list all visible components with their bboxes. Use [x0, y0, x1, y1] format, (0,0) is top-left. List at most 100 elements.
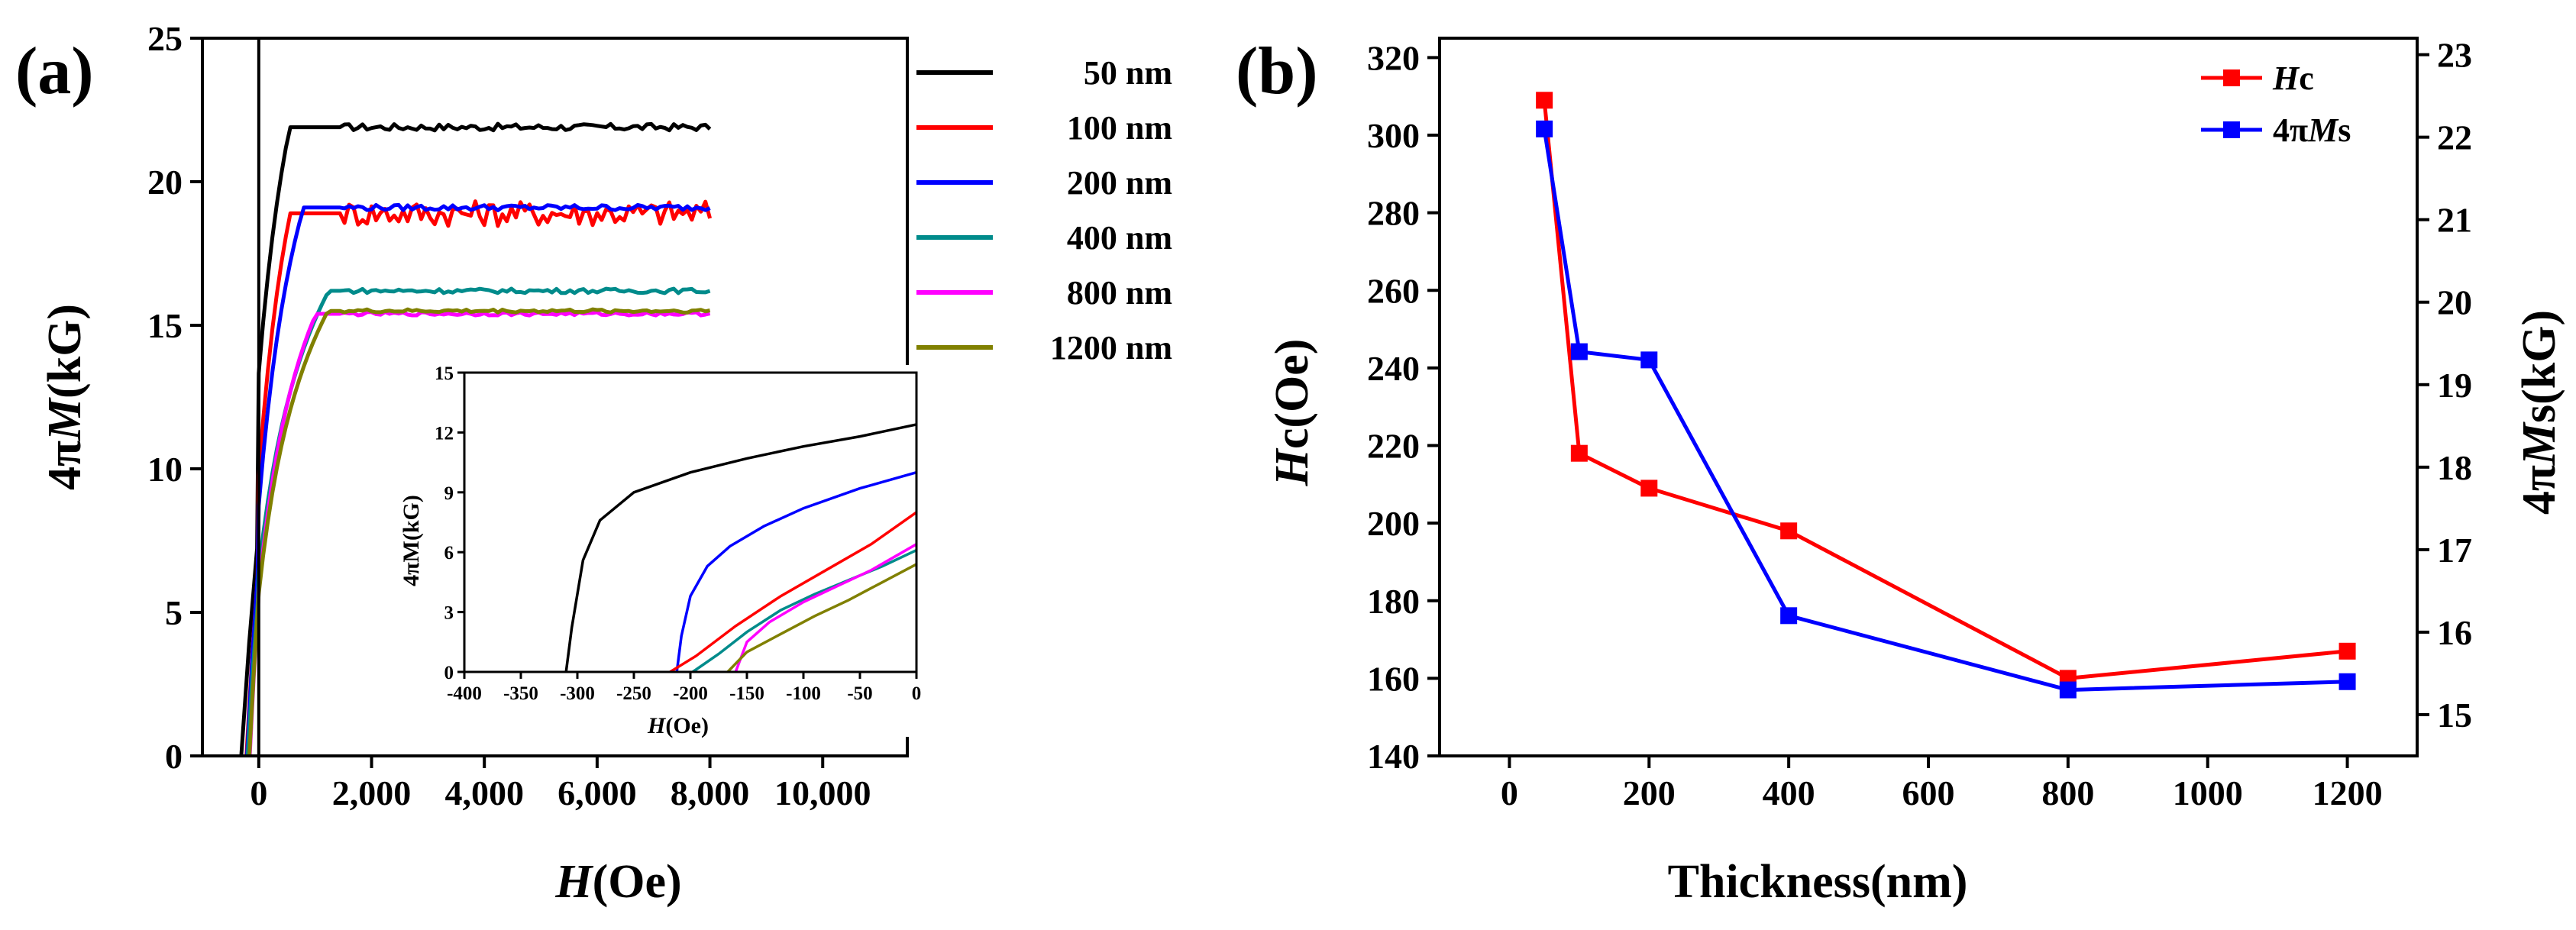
- panel-b-point-hc: [1640, 480, 1658, 497]
- panel-b-left-tick-label: 320: [1367, 38, 1420, 77]
- inset-y-axis-title: 4πM(kG): [399, 495, 424, 586]
- panel-b-right-title-pre: 4π: [2513, 465, 2565, 515]
- panel-b-point-ms: [1640, 351, 1658, 369]
- panel-b-x-ticks: 0 200 400 600 800 1000 1200: [1501, 756, 2383, 812]
- inset-curve-400-nm: [692, 549, 917, 673]
- panel-b-point-hc: [1780, 522, 1798, 540]
- inset-x-title-rest: (Oe): [665, 713, 709, 738]
- panel-b-right-tick-label: 19: [2437, 366, 2472, 405]
- panel-b-left-axis-title: Hc(Oe): [1266, 339, 1318, 487]
- inset-y-ticks: 0 3 6 9 12 15: [435, 363, 464, 683]
- panel-b-right-axis-title: 4πMs(kG): [2513, 310, 2565, 515]
- panel-a-x-axis-title: H(Oe): [554, 856, 681, 908]
- inset-x-tick-label: -350: [503, 683, 538, 704]
- panel-a: (a) 0 2,000 4,000 6,000 8,000 10,000 0 5 10 15 20…: [15, 19, 1172, 908]
- panel-a-y-title-rest: (kG): [39, 304, 91, 399]
- inset-y-tick-label: 15: [435, 363, 454, 384]
- inset-curve-800-nm: [734, 543, 917, 673]
- panel-b-point-ms: [1570, 343, 1588, 360]
- panel-a-x-tick-label: 8,000: [671, 773, 750, 812]
- inset-curve-200-nm: [675, 471, 917, 673]
- inset-x-axis-title: H(Oe): [647, 713, 709, 738]
- panel-a-legend-label: 1200 nm: [1050, 329, 1172, 367]
- panel-b-point-hc: [2338, 642, 2356, 660]
- panel-b-right-tick-label: 20: [2437, 283, 2472, 322]
- panel-a-label: (a): [15, 34, 94, 108]
- panel-b-x-axis-title: Thickness(nm): [1668, 856, 1968, 908]
- panel-b-right-tick-label: 21: [2437, 201, 2472, 240]
- inset-x-tick-label: -150: [729, 683, 764, 704]
- panel-b-x-tick-label: 0: [1501, 773, 1518, 812]
- panel-b-x-tick-label: 200: [1623, 773, 1676, 812]
- panel-b-left-y-ticks: 140 160 180 200 220 240 260 280 300 320: [1367, 38, 1440, 776]
- panel-a-curve-800-nm: [247, 310, 711, 757]
- legend-ms-marker: [2223, 121, 2240, 138]
- inset-background: [407, 365, 924, 737]
- panel-a-curve-200-nm: [244, 202, 711, 757]
- inset-y-tick-label: 12: [435, 423, 454, 444]
- panel-a-inset: -400 -350 -300 -250 -200 -150 -100 -50 0 0 3 6 9 12 1…: [399, 363, 924, 738]
- panel-b-right-title-italic: M: [2513, 421, 2565, 466]
- panel-b-legend: Hc 4πMs: [2201, 60, 2351, 149]
- panel-a-y-tick-label: 10: [147, 450, 183, 489]
- inset-x-tick-label: 0: [912, 683, 922, 704]
- legend-ms-label-italic: M: [2307, 111, 2339, 149]
- panel-a-curve-50-nm: [239, 121, 712, 757]
- panel-b-left-title-italic: H: [1266, 447, 1318, 486]
- panel-a-curves: [239, 121, 713, 757]
- panel-b-right-tick-label: 17: [2437, 531, 2472, 570]
- inset-y-tick-label: 9: [444, 483, 454, 504]
- panel-b-x-tick-label: 400: [1763, 773, 1815, 812]
- panel-b-left-tick-label: 140: [1367, 737, 1420, 776]
- panel-a-y-tick-label: 25: [147, 19, 183, 58]
- inset-x-ticks: -400 -350 -300 -250 -200 -150 -100 -50 0: [447, 672, 921, 704]
- legend-hc-marker: [2223, 69, 2240, 86]
- panel-a-x-tick-label: 2,000: [332, 773, 412, 812]
- panel-a-legend-label: 800 nm: [1067, 274, 1172, 312]
- panel-b-line-ms: [1542, 128, 2348, 693]
- panel-a-y-ticks: 0 5 10 15 20 25: [147, 19, 202, 776]
- panel-b-right-title-rest: s(kG): [2513, 310, 2565, 423]
- panel-b-right-tick-label: 22: [2437, 118, 2472, 157]
- panel-b-left-tick-label: 260: [1367, 271, 1420, 310]
- panel-b-plot-frame: [1438, 37, 2419, 757]
- panel-a-x-title-italic: H: [554, 856, 593, 908]
- inset-x-tick-label: -50: [847, 683, 872, 704]
- panel-a-y-tick-label: 15: [147, 306, 183, 345]
- inset-y-tick-label: 3: [444, 603, 454, 624]
- inset-x-tick-label: -400: [447, 683, 482, 704]
- panel-b-point-ms: [1780, 607, 1798, 625]
- legend-hc-label: Hc: [2272, 60, 2314, 97]
- panel-a-curve-400-nm: [245, 286, 711, 757]
- panel-b-point-hc: [1570, 444, 1588, 462]
- panel-a-x-tick-label: 0: [250, 773, 267, 812]
- panel-a-legend-label: 400 nm: [1067, 219, 1172, 257]
- panel-b-left-tick-label: 300: [1367, 116, 1420, 155]
- panel-b-point-ms: [2338, 673, 2356, 690]
- inset-x-tick-label: -250: [616, 683, 651, 704]
- panel-b-point-ms: [2059, 681, 2077, 699]
- legend-ms-label: 4πMs: [2273, 111, 2351, 149]
- panel-a-x-title-rest: (Oe): [593, 856, 682, 908]
- panel-b-x-tick-label: 1000: [2173, 773, 2243, 812]
- panel-b-left-tick-label: 180: [1367, 582, 1420, 621]
- legend-hc-label-rest: c: [2299, 60, 2314, 97]
- panel-a-y-title-italic: M: [39, 397, 91, 441]
- panel-a-curve-1200-nm: [247, 307, 711, 757]
- panel-a-legend-label: 50 nm: [1084, 54, 1172, 92]
- inset-curve-1200-nm: [726, 563, 917, 673]
- panel-b-label: (b): [1236, 34, 1318, 108]
- panel-b-point-hc: [1536, 92, 1553, 109]
- panel-b-line-hc: [1542, 100, 2348, 680]
- panel-b-left-tick-label: 220: [1367, 427, 1420, 466]
- panel-a-x-tick-label: 6,000: [558, 773, 637, 812]
- panel-b-x-tick-label: 600: [1902, 773, 1955, 812]
- inset-x-tick-label: -300: [560, 683, 595, 704]
- panel-b-left-tick-label: 280: [1367, 194, 1420, 233]
- panel-b-right-tick-label: 15: [2437, 696, 2472, 735]
- panel-a-y-tick-label: 20: [147, 163, 183, 202]
- panel-a-y-axis-title: 4πM(kG): [39, 304, 91, 490]
- legend-ms-label-pre: 4π: [2273, 111, 2308, 149]
- panel-b: (b) 0 200 400 600 800 1000 1200 140 160 180 200 22…: [1236, 34, 2565, 908]
